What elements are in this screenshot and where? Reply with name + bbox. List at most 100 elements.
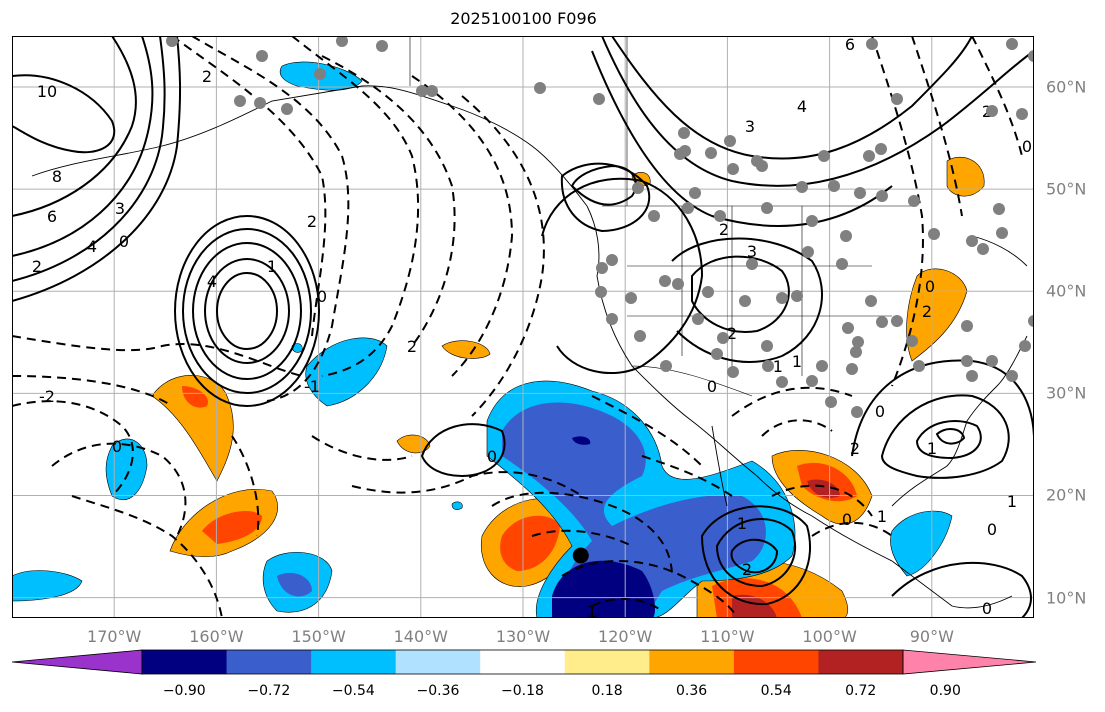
station-marker	[776, 292, 788, 304]
station-marker	[854, 187, 866, 199]
shade-negative	[890, 510, 953, 577]
station-marker	[1028, 315, 1034, 327]
station-marker	[762, 360, 774, 372]
station-marker	[674, 148, 686, 160]
station-marker	[816, 360, 828, 372]
station-marker	[891, 93, 903, 105]
station-marker	[692, 313, 704, 325]
station-marker	[376, 40, 388, 52]
station-marker	[705, 147, 717, 159]
station-marker	[606, 254, 618, 266]
contour-label: 1	[877, 507, 887, 526]
contour-label: 6	[47, 207, 57, 226]
station-marker	[739, 295, 751, 307]
contour-label: 2	[307, 212, 317, 231]
colorbar-extend-low	[11, 649, 143, 675]
station-marker	[996, 227, 1008, 239]
lat-label: 20°N	[1046, 485, 1087, 505]
lon-label: 110°W	[700, 627, 755, 646]
station-marker	[660, 360, 672, 372]
station-marker	[1016, 108, 1028, 120]
lat-label: 50°N	[1046, 179, 1087, 199]
station-marker	[714, 210, 726, 222]
station-marker	[851, 406, 863, 418]
colorbar-tick-label: 0.18	[591, 683, 623, 699]
station-marker	[876, 190, 888, 202]
colorbar-extend-high	[902, 649, 1037, 675]
map-frame[interactable]: 10864320242-121032234620101012-1100-2021…	[12, 36, 1034, 618]
station-marker	[689, 187, 701, 199]
contour-label: 2	[922, 302, 932, 321]
map-canvas[interactable]: 10864320242-121032234620101012-1100-2021…	[12, 36, 1034, 618]
contour-label: -2	[39, 387, 55, 406]
contour-label: 0	[119, 232, 129, 251]
contour-label: 0	[707, 377, 717, 396]
contour-label: 6	[845, 36, 855, 54]
station-marker	[672, 278, 684, 290]
colorbar-segment	[395, 650, 481, 674]
colorbar-tick-label: −0.36	[416, 683, 460, 699]
contour-label: 1	[792, 352, 802, 371]
station-marker	[906, 335, 918, 347]
lon-label: 160°W	[189, 627, 244, 646]
contour-label: 0	[112, 437, 122, 456]
contour-labels: 10864320242-121032234620101012-1100-2021…	[32, 36, 1032, 618]
contour-label: 2	[407, 337, 417, 356]
contour-label: 2	[202, 67, 212, 86]
colorbar-tick-label: −0.18	[501, 683, 544, 699]
station-marker	[977, 243, 989, 255]
contour-label: 10	[37, 82, 57, 101]
station-marker	[875, 143, 887, 155]
station-marker	[336, 36, 348, 47]
station-marker	[256, 50, 268, 62]
shade-negative	[277, 572, 312, 597]
contour-label: 0	[987, 520, 997, 539]
shade-positive	[906, 268, 968, 362]
station-marker	[234, 95, 246, 107]
shading-layer	[12, 61, 985, 618]
lat-label: 10°N	[1046, 588, 1087, 608]
map-title: 2025100100 F096	[450, 9, 597, 28]
shade-negative	[572, 436, 591, 445]
colorbar-segment	[564, 650, 650, 674]
contour-label: 1	[267, 257, 277, 276]
contour-label: 3	[115, 199, 125, 218]
station-marker	[966, 370, 978, 382]
station-marker	[993, 203, 1005, 215]
station-marker	[625, 292, 637, 304]
colorbar-tick-label: 0.90	[929, 683, 961, 699]
colorbar-tick-label: −0.54	[331, 683, 375, 699]
colorbar-segment	[226, 650, 312, 674]
station-marker	[727, 366, 739, 378]
station-marker	[1019, 340, 1031, 352]
black-marker	[572, 547, 589, 564]
station-marker	[846, 363, 858, 375]
contour-label: 0	[982, 599, 992, 618]
shade-positive	[151, 375, 234, 482]
station-marker	[761, 202, 773, 214]
station-marker	[876, 316, 888, 328]
contour-label: 2	[727, 324, 737, 343]
station-marker	[891, 315, 903, 327]
contour-label: 0	[317, 287, 327, 306]
station-marker	[534, 82, 546, 94]
colorbar-segment	[649, 650, 735, 674]
colorbar-segment	[142, 650, 228, 674]
colorbar-segment	[480, 650, 566, 674]
station-marker	[913, 360, 925, 372]
lat-label: 60°N	[1046, 77, 1087, 97]
station-marker	[761, 340, 773, 352]
shade-positive	[396, 434, 431, 454]
map-border	[12, 36, 1034, 618]
contour-label: 2	[742, 560, 752, 579]
station-marker	[314, 68, 326, 80]
station-marker	[682, 202, 694, 214]
contour-label: 0	[1022, 137, 1032, 156]
shade-positive	[202, 511, 262, 544]
colorbar-tick-label: −0.90	[162, 683, 206, 699]
lon-label: 90°W	[909, 627, 954, 646]
station-marker	[828, 180, 840, 192]
contour-label: 3	[745, 117, 755, 136]
station-marker	[850, 346, 862, 358]
contour-label: 1	[927, 439, 937, 458]
